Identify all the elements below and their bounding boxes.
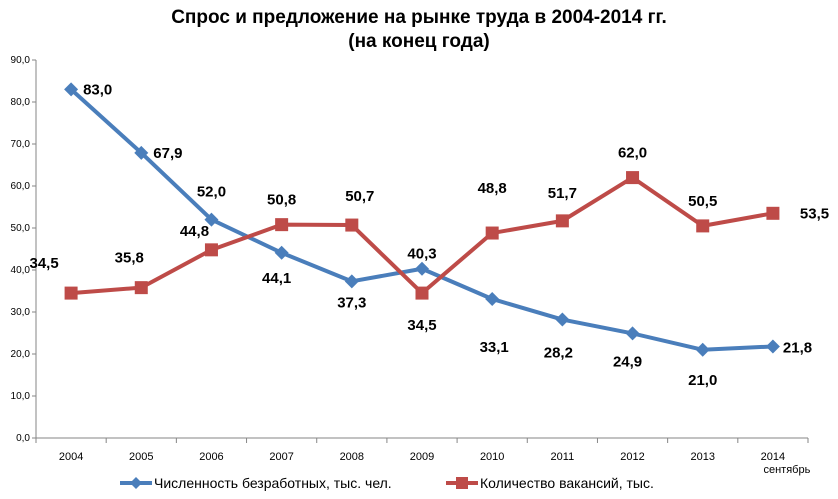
x-tick-label: 2014 [761,451,785,463]
data-label: 50,7 [345,188,374,205]
data-point-diamond [64,82,79,97]
data-label: 53,5 [800,205,829,222]
data-label: 50,8 [267,192,296,209]
data-label: 37,3 [337,294,366,311]
data-point-square [345,218,359,232]
x-tick-label: 2004 [59,451,83,463]
data-label: 51,7 [548,185,577,202]
data-point-diamond [695,342,710,357]
data-label: 24,9 [613,353,642,370]
x-tick-note: сентябрь [763,464,810,476]
data-point-diamond [204,212,219,227]
y-tick-label: 10,0 [11,391,31,402]
chart-axes: 0,0 10,0 20,0 30,0 40,0 50,0 60,0 70,0 80,0 90,0 2… [11,55,811,476]
y-tick-label: 90,0 [11,55,31,66]
data-label: 28,2 [544,345,573,362]
legend-label: Количество вакансий, тыс. [480,475,654,491]
x-tick-label: 2005 [129,451,153,463]
data-point-square [696,219,710,233]
y-tick-label: 50,0 [11,223,31,234]
data-point-square [626,171,640,185]
x-tick-label: 2007 [269,451,293,463]
data-point-diamond [415,261,429,276]
data-label: 33,1 [480,339,509,356]
data-label: 21,8 [783,339,812,356]
data-point-square [555,214,569,228]
data-point-square [64,286,78,300]
x-tick-label: 2006 [199,451,223,463]
x-tick-label: 2008 [340,451,364,463]
data-point-diamond [765,339,780,354]
data-label: 62,0 [618,145,647,162]
data-label: 34,5 [29,255,58,272]
data-label: 34,5 [407,317,436,334]
data-point-diamond [274,245,289,260]
series-line-1 [69,87,774,352]
y-tick-label: 60,0 [11,181,31,192]
x-tick-label: 2011 [551,451,575,463]
legend-label: Численность безработных, тыс. чел. [154,475,392,491]
x-tick-label: 2010 [480,451,504,463]
data-point-square [204,243,218,257]
data-label: 50,5 [688,193,717,210]
data-label: 83,0 [83,81,112,98]
data-point-diamond [485,291,500,306]
data-label: 67,9 [153,145,182,162]
chart-title: Спрос и предложение на рынке труда в 200… [0,6,838,54]
data-label: 21,0 [688,372,717,389]
y-tick-label: 40,0 [11,265,31,276]
data-label: 35,8 [115,250,144,267]
x-tick-label: 2013 [690,451,714,463]
data-point-square [415,286,429,300]
y-tick-label: 0,0 [16,433,30,444]
data-point-diamond [625,326,640,341]
data-labels-layer: 83,0 67,9 52,0 44,1 37,3 40,3 33,1 28,2 24,9 21,0… [29,81,829,388]
series-layer [64,82,780,357]
y-tick-label: 30,0 [11,307,31,318]
chart-title-line-1: Спрос и предложение на рынке труда в 200… [171,7,667,28]
data-point-square [485,226,499,240]
x-tick-label: 2009 [410,451,434,463]
data-point-diamond [134,145,149,160]
data-label: 44,8 [180,223,209,240]
data-label: 48,8 [478,180,507,197]
data-point-diamond [344,274,359,289]
data-point-square [134,281,148,295]
y-tick-label: 80,0 [11,97,31,108]
y-tick-label: 20,0 [11,349,31,360]
legend-marker [456,477,468,489]
data-label: 44,1 [262,270,291,287]
y-tick-label: 70,0 [11,139,31,150]
data-point-diamond [555,312,570,327]
chart-title-line-2: (на конец года) [348,31,490,52]
data-point-square [766,206,780,220]
series-line-2 [70,175,774,296]
data-label: 52,0 [197,184,226,201]
data-label: 40,3 [407,246,436,263]
x-tick-label: 2012 [620,451,644,463]
legend-marker [130,477,142,489]
legend: Численность безработных, тыс. чел. Количе… [120,475,654,491]
data-point-square [275,218,289,232]
